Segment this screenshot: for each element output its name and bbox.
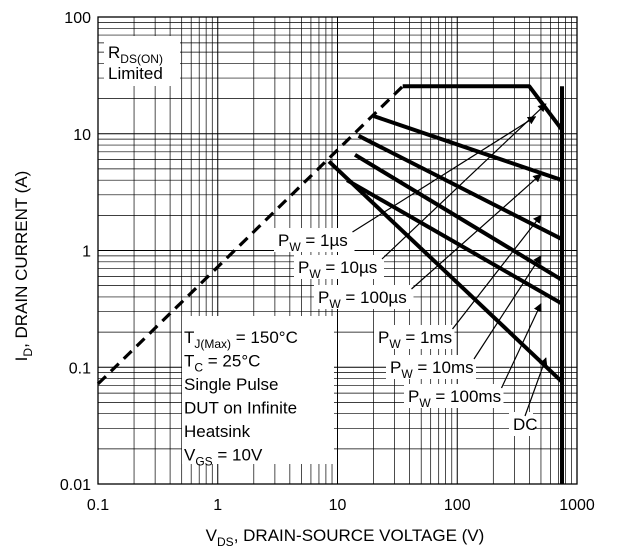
label-10µs: PW = 10µs — [298, 258, 377, 281]
label-background — [404, 384, 504, 408]
plot-frame — [97, 16, 578, 485]
curve-100ms — [327, 159, 564, 384]
label-100ms: PW = 100ms — [408, 387, 501, 410]
curve-100µs — [357, 134, 563, 241]
condition-line: Heatsink — [184, 422, 251, 441]
x-tick-label: 1000 — [559, 497, 595, 514]
curve-10µs — [372, 114, 563, 183]
rds-limit-label: RDS(ON) — [108, 43, 163, 66]
curve-labels: PW = 1µs PW = 10µs PW = 100µs PW = 1ms PW = … — [278, 231, 538, 434]
arrow-100ms — [500, 302, 542, 389]
label-background — [294, 255, 384, 279]
label-background — [274, 228, 355, 252]
label-DC: DC — [513, 415, 538, 434]
x-tick-label: 0.1 — [87, 497, 109, 514]
y-tick-label: 100 — [64, 10, 91, 27]
label-arrows — [352, 103, 548, 417]
y-tick-label: 10 — [73, 127, 91, 144]
curve-10ms — [346, 178, 563, 306]
y-tick-labels: 0.01 0.1 1 10 100 — [60, 10, 91, 494]
label-background — [386, 355, 476, 379]
x-tick-labels: 0.1 1 10 100 1000 — [87, 497, 595, 514]
label-backgrounds — [104, 36, 533, 464]
label-background — [104, 36, 180, 86]
label-background — [314, 285, 414, 309]
x-tick-label: 1 — [213, 497, 222, 514]
label-10ms: PW = 10ms — [390, 358, 474, 381]
condition-line: TC = 25°C — [184, 352, 260, 375]
y-axis-title: ID, DRAIN CURRENT (A) — [12, 171, 35, 362]
label-1µs: PW = 1µs — [278, 231, 348, 254]
label-background — [374, 325, 455, 349]
label-background — [509, 412, 533, 436]
condition-line: TJ(Max) = 150°C — [184, 328, 298, 351]
arrow-10µs — [381, 103, 547, 260]
arrow-100µs — [411, 173, 542, 290]
label-100µs: PW = 100µs — [318, 288, 407, 311]
curves — [96, 84, 564, 484]
rds-limit-label-line2: Limited — [108, 64, 163, 83]
condition-line: DUT on Infinite — [184, 399, 297, 418]
arrow-10ms — [473, 255, 542, 360]
y-tick-label: 0.1 — [69, 360, 91, 377]
condition-line: VGS = 10V — [184, 446, 263, 469]
arrow-DC — [524, 357, 548, 417]
arrow-1ms — [452, 214, 542, 330]
y-tick-label: 0.01 — [60, 477, 91, 494]
x-tick-label: 100 — [444, 497, 471, 514]
arrow-1µs — [352, 116, 537, 233]
label-1ms: PW = 1ms — [378, 328, 452, 351]
curve-1ms — [353, 153, 564, 282]
condition-line: Single Pulse — [184, 375, 279, 394]
curve-1µs — [402, 84, 564, 132]
x-axis-title: VDS, DRAIN-SOURCE VOLTAGE (V) — [206, 526, 485, 549]
x-tick-label: 10 — [329, 497, 347, 514]
label-background — [182, 316, 334, 464]
y-tick-label: 1 — [82, 244, 91, 261]
